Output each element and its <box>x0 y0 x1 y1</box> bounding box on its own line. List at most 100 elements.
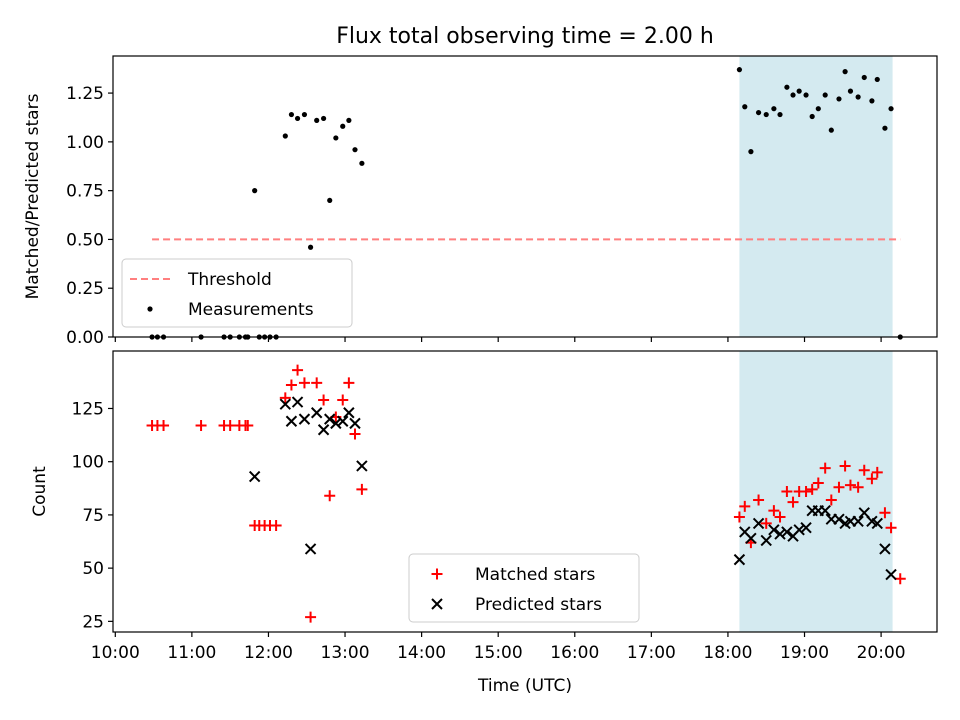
bottom-axes-frame <box>112 350 938 633</box>
x-tick-label: 19:00 <box>780 643 829 663</box>
predicted-star-point <box>793 524 805 536</box>
measurement-point <box>755 109 762 116</box>
bottom-y-ticks: 25 50 75 100 125 <box>72 399 113 632</box>
predicted-star-point <box>349 417 361 430</box>
measurement-point <box>803 92 809 98</box>
measurement-point <box>327 197 333 204</box>
measurement-point <box>855 94 861 100</box>
matched-star-point <box>343 377 355 389</box>
measurement-point <box>736 67 743 73</box>
predicted-star-point <box>852 515 864 528</box>
matched-star-point <box>768 505 780 517</box>
measurement-point <box>815 106 821 112</box>
y-tick-label: 25 <box>82 612 104 632</box>
predicted-star-point <box>343 407 355 419</box>
measurement-point <box>888 106 894 112</box>
x-tick-label: 14:00 <box>397 643 446 663</box>
top-x-ticks <box>114 337 882 342</box>
measurement-point <box>307 244 314 250</box>
measurement-point <box>301 111 308 118</box>
x-tick-label: 15:00 <box>474 643 523 663</box>
matched-star-point <box>866 473 878 485</box>
matched-star-point <box>158 420 170 432</box>
matched-star-point <box>305 611 317 623</box>
predicted-star-point <box>879 543 891 555</box>
predicted-star-point <box>291 396 304 408</box>
predicted-star-point <box>279 398 292 410</box>
predicted-star-point <box>324 413 336 425</box>
y-tick-label: 0.25 <box>66 279 104 299</box>
predicted-star-point <box>337 415 349 427</box>
matched-star-point <box>224 420 236 432</box>
measurement-point <box>809 113 815 120</box>
x-tick-label: 13:00 <box>321 643 370 663</box>
measurement-point <box>828 127 834 133</box>
matched-star-point <box>242 420 254 432</box>
measurement-point <box>882 125 888 131</box>
matched-star-point <box>871 466 883 478</box>
bottom-y-axis-label: Count <box>30 466 50 517</box>
matched-star-point <box>806 483 818 495</box>
x-axis-label: Time (UTC) <box>477 676 572 696</box>
legend-box <box>121 258 353 328</box>
matched-star-point <box>825 494 837 506</box>
measurement-point <box>847 88 854 94</box>
x-tick-label: 10:00 <box>91 643 140 663</box>
chart-title: Flux total observing time = 2.00 h <box>336 24 714 49</box>
measurement-point <box>748 149 754 155</box>
measurement-point <box>346 117 352 123</box>
predicted-star-point <box>330 417 342 430</box>
matched-star-point <box>819 462 831 474</box>
matched-star-point <box>844 479 856 491</box>
matched-star-point <box>885 522 897 534</box>
x-tick-label: 16:00 <box>550 643 599 663</box>
predicted-star-point <box>781 526 793 538</box>
measurement-point <box>790 92 796 98</box>
top-highlight-span <box>739 56 893 337</box>
bottom-highlight-span <box>739 351 893 632</box>
measurement-point <box>282 133 288 139</box>
top-panel: 0.00 0.25 0.50 0.75 1.00 1.25 Matched/Predict… <box>23 55 938 348</box>
matched-star-point <box>839 460 851 472</box>
y-tick-label: 125 <box>72 399 104 419</box>
measurement-point <box>359 160 365 166</box>
predicted-star-point <box>310 407 323 419</box>
legend-label: Predicted stars <box>475 595 602 615</box>
measurement-point <box>742 104 748 110</box>
measurement-point <box>340 123 346 129</box>
legend-label: Measurements <box>188 300 314 320</box>
predicted-star-point <box>885 568 897 581</box>
matched-star-point <box>787 496 799 508</box>
matched-star-point <box>311 377 323 389</box>
matched-star-point <box>324 490 336 502</box>
measurement-point <box>333 135 339 141</box>
measurement-point <box>294 115 301 122</box>
bottom-x-ticks: 10:00 11:00 12:00 13:00 14:00 15:00 16:00 17:00… <box>91 632 906 663</box>
y-tick-label: 100 <box>72 453 104 473</box>
predicted-star-point <box>248 470 261 483</box>
predicted-star-point <box>800 521 812 534</box>
measurement-point <box>861 74 867 81</box>
matched-star-point <box>833 481 845 493</box>
measurement-point <box>836 96 842 102</box>
matched-star-point <box>349 428 361 440</box>
top-legend: Threshold Measurements <box>121 258 353 328</box>
y-tick-label: 0.00 <box>66 328 104 348</box>
x-tick-label: 12:00 <box>244 643 293 663</box>
matched-star-point <box>852 481 864 493</box>
predicted-star-point <box>298 413 311 425</box>
matched-star-point <box>337 394 349 406</box>
matched-star-point <box>858 464 870 476</box>
measurement-point <box>796 88 802 94</box>
measurement-point <box>874 76 880 83</box>
legend-marker-swatch <box>431 598 443 610</box>
matched-star-point <box>760 517 772 529</box>
y-tick-label: 1.25 <box>66 84 104 104</box>
y-tick-label: 0.50 <box>66 230 104 250</box>
matched-star-point <box>812 477 824 489</box>
legend-label: Threshold <box>187 270 272 290</box>
measurement-point <box>320 115 327 122</box>
legend-marker-swatch <box>431 568 443 580</box>
x-tick-label: 20:00 <box>857 643 906 663</box>
